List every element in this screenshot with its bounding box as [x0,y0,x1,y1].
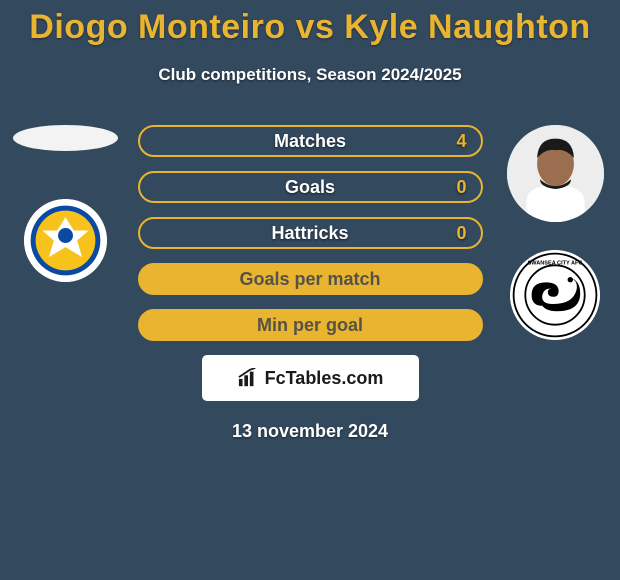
left-club-crest [24,199,107,282]
stat-label: Min per goal [257,315,363,336]
brand-box: FcTables.com [202,355,419,401]
svg-text:SWANSEA CITY AFC: SWANSEA CITY AFC [528,260,583,266]
chart-icon [237,368,259,388]
stat-label: Goals [285,177,335,198]
stat-value-right: 4 [456,131,466,152]
player-avatar [507,125,604,222]
stat-label: Matches [274,131,346,152]
right-player-column: SWANSEA CITY AFC [500,125,610,340]
swansea-city-icon: SWANSEA CITY AFC [510,250,600,340]
player-avatar-placeholder [13,125,118,151]
stat-row: Min per goal [138,309,483,341]
stat-row: Hattricks 0 [138,217,483,249]
date-text: 13 november 2024 [0,421,620,442]
comparison-content: SWANSEA CITY AFC Matches 4 Goals 0 Hattr… [0,125,620,442]
stat-label: Goals per match [239,269,380,290]
page-title: Diogo Monteiro vs Kyle Naughton [0,0,620,47]
subtitle: Club competitions, Season 2024/2025 [0,65,620,85]
leeds-united-icon [24,199,107,282]
left-player-column [10,125,120,282]
player-photo-icon [507,125,604,222]
right-club-crest: SWANSEA CITY AFC [510,250,600,340]
brand-text: FcTables.com [265,368,384,389]
stat-row: Goals 0 [138,171,483,203]
stat-value-right: 0 [456,177,466,198]
stat-bars: Matches 4 Goals 0 Hattricks 0 Goals per … [138,125,483,341]
stat-label: Hattricks [271,223,348,244]
stat-row: Matches 4 [138,125,483,157]
stat-row: Goals per match [138,263,483,295]
stat-value-right: 0 [456,223,466,244]
